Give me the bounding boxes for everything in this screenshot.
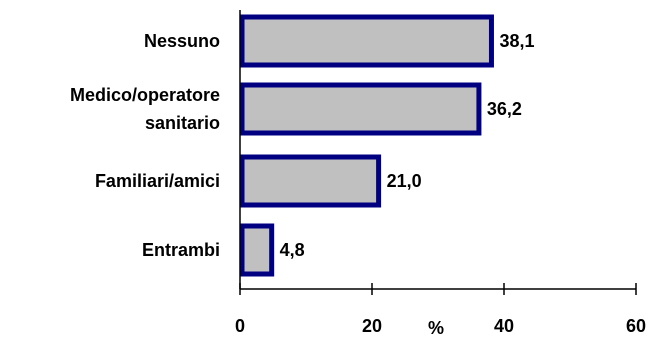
x-axis [239, 10, 637, 295]
bar [239, 14, 494, 68]
category-label-line: Nessuno [144, 31, 220, 51]
bars-layer [239, 14, 494, 277]
category-label: Medico/operatore sanitario [70, 85, 220, 133]
category-label: Nessuno [144, 31, 220, 51]
x-tick-label: 60 [626, 316, 646, 336]
category-label: Entrambi [142, 240, 220, 260]
bar [239, 223, 275, 277]
value-label: 4,8 [280, 240, 305, 260]
x-axis-unit-label: % [428, 318, 444, 338]
category-label-line: sanitario [145, 113, 220, 133]
bar [239, 82, 482, 136]
bar [239, 154, 382, 208]
value-label: 36,2 [487, 99, 522, 119]
category-label-line: Medico/operatore [70, 85, 220, 105]
x-tick-label: 20 [362, 316, 382, 336]
category-label: Familiari/amici [95, 171, 220, 191]
value-label: 38,1 [499, 31, 534, 51]
x-tick-label: 0 [235, 316, 245, 336]
category-label-line: Entrambi [142, 240, 220, 260]
labels-layer: 38,1 Nessuno 36,2 Medico/operatore sanitario… [70, 31, 646, 338]
x-tick-label: 40 [494, 316, 514, 336]
category-label-line: Familiari/amici [95, 171, 220, 191]
value-label: 21,0 [387, 171, 422, 191]
